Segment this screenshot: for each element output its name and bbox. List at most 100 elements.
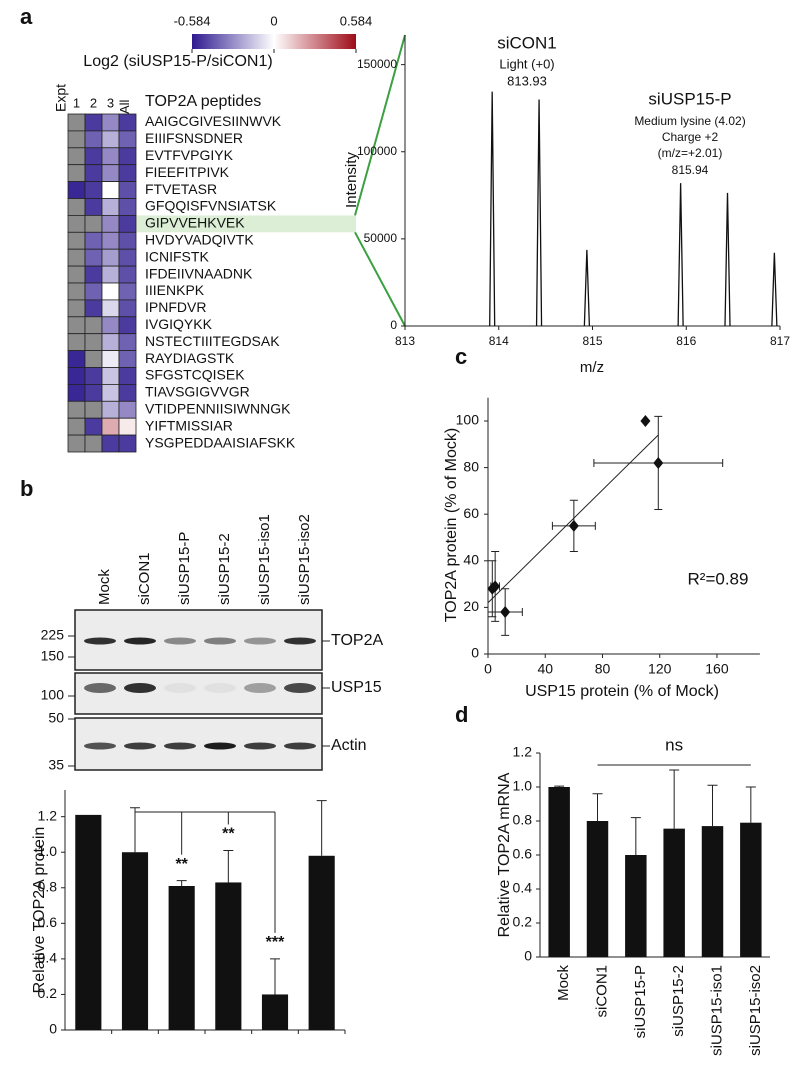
panel-label: d [455,702,468,727]
band [124,742,156,750]
annotation: R²=0.89 [688,569,749,588]
heat-cell [84,231,103,250]
colorbar-title: Log2 (siUSP15-P/siCON1) [83,53,272,70]
heat-cell [118,265,137,284]
heat-cell [118,130,137,149]
missing-cell [84,400,103,419]
band [284,683,316,693]
colorbar-tick-label: 0 [270,13,277,28]
point [653,456,664,469]
heat-cell [118,198,137,216]
y-tick-label: 150000 [357,57,397,71]
band [124,683,156,693]
band [84,742,116,750]
annotation: 815.94 [672,163,709,177]
bracket [134,811,275,820]
row-label: GFQQISFVNSIATSK [145,198,277,214]
annotation: siCON1 [497,33,557,52]
blot-label: USP15 [331,679,382,696]
significance: ** [175,856,188,873]
heat-cell [118,147,137,166]
heat-cell [101,434,120,453]
heat-cell [84,113,103,132]
y-tick-label: 0 [524,948,532,964]
heat-cell [101,383,120,402]
error-bar [316,800,327,856]
heat-cell [67,181,86,199]
heat-cell [118,113,137,132]
bar [75,814,102,1030]
missing-cell [67,316,86,335]
error-bar [707,784,718,827]
column-label: 1 [73,95,80,110]
error-bar [669,769,680,829]
blot-label: TOP2A [331,632,384,649]
row-label: VTIDPENNIISIWNNGK [145,400,291,416]
x-tick-label: 817 [770,334,790,348]
band [204,637,236,645]
heat-cell [101,400,120,419]
row-label: FTVETASR [145,181,217,197]
bar [121,852,149,1030]
missing-cell [84,350,103,368]
missing-cell [67,198,86,216]
x-axis-label: m/z [580,359,604,376]
column-label: All [117,99,132,114]
lane-label: Mock [96,569,113,605]
missing-cell [67,282,86,301]
y-tick-label: 100 [456,412,480,428]
heat-cell [118,350,137,368]
annotation: (m/z=+2.01) [658,146,723,160]
row-label: SFGSTCQISEK [145,367,245,383]
y-tick-label: 0.2 [38,985,58,1001]
trendline [487,434,659,604]
heat-cell [84,383,103,402]
row-label: ICNIFSTK [145,248,209,264]
axis [404,35,780,327]
y-axis-label: Relative TOP2A protein [31,827,48,994]
heat-cell [84,164,103,182]
y-tick-label: 0.4 [38,950,58,966]
y-tick-label: 0.6 [513,846,533,862]
band [284,637,316,645]
heat-cell [101,198,120,216]
column-header: Expt [53,84,69,112]
row-label: FIEEFITPIVK [145,164,230,180]
band [244,742,276,750]
heat-cell [84,248,103,267]
missing-cell [67,113,86,132]
x-tick-label: Mock [555,965,572,1001]
heat-cell [118,299,137,318]
heat-cell [101,214,120,233]
row-label: GIPVVEHKVEK [145,215,245,231]
row-label: EVTFVPGIYK [145,147,234,163]
error-bar [270,958,280,995]
annotation: ns [665,735,683,754]
annotation: Medium lysine (4.02) [634,114,745,128]
bar [308,855,335,1030]
heat-cell [118,248,137,267]
bar [701,826,724,957]
row-label: RAYDIAGSTK [145,350,235,366]
y-tick-label: 50000 [364,231,398,245]
x-tick-label: siUSP15-iso2 [747,965,764,1056]
y-tick-label: 0.2 [513,914,533,930]
axis [539,753,770,958]
bar [663,828,685,957]
x-axis-label: USP15 protein (% of Mock) [525,683,719,700]
panel-label: a [20,4,33,29]
band [164,742,196,750]
heat-cell [101,333,120,352]
heat-cell [118,367,137,385]
panel-label: c [455,344,467,369]
peak [724,192,731,327]
heat-cell [101,248,120,267]
annotation: 813.93 [507,73,547,88]
row-label: NSTECTIIITEGDSAK [145,333,280,349]
annotation: siUSP15-P [648,89,731,108]
colorbar-tick-label: 0.584 [340,13,373,28]
error-bar [554,785,565,787]
error-bar [223,849,234,883]
heat-cell [67,383,86,402]
